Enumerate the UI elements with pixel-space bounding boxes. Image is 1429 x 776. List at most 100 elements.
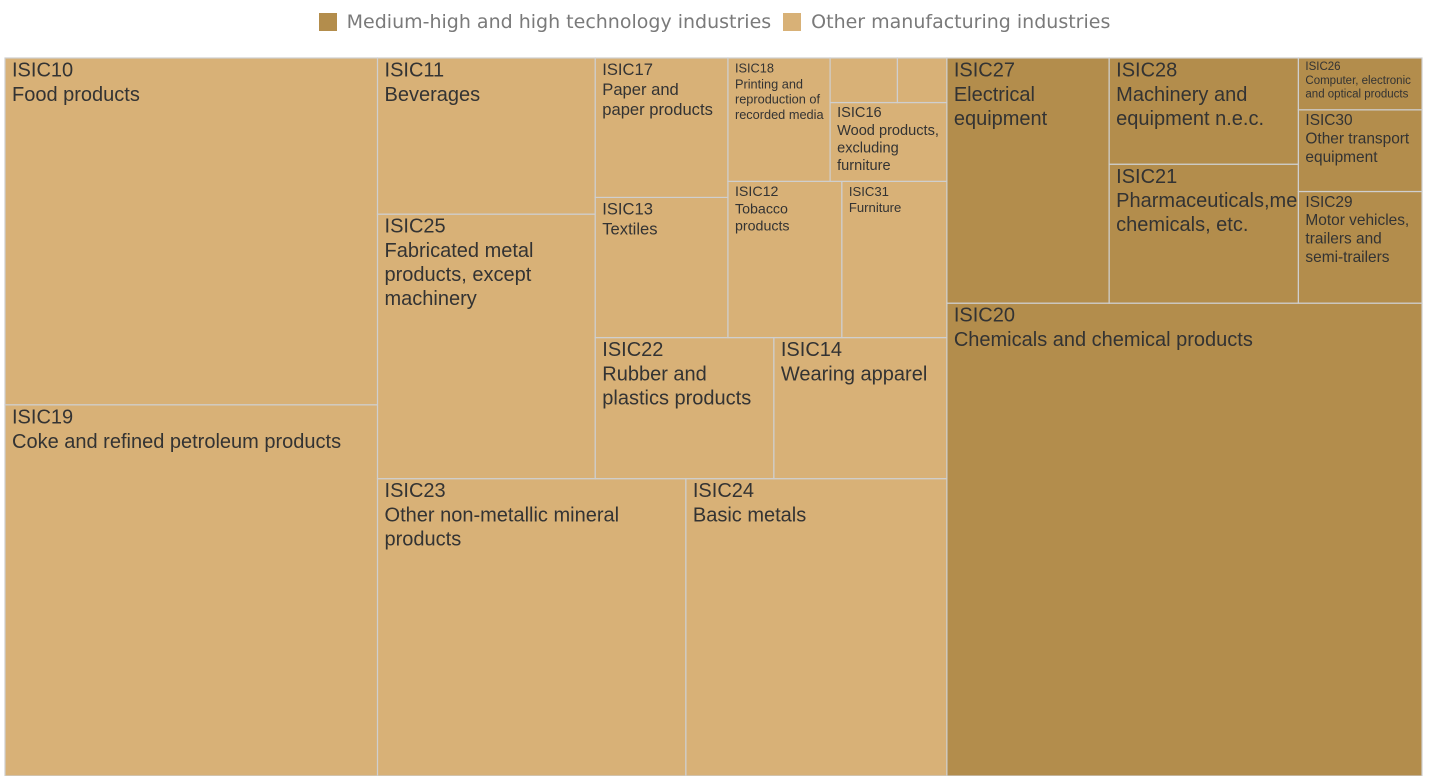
tile-code: ISIC13 bbox=[602, 199, 653, 218]
legend-swatch bbox=[783, 13, 802, 31]
tile bbox=[376, 57, 596, 215]
tile bbox=[376, 213, 596, 480]
tile-name: Pharmaceuticals,medicinal chemicals, etc… bbox=[1116, 190, 1359, 236]
tile-code: ISIC20 bbox=[954, 305, 1015, 327]
tile-code: ISIC19 bbox=[12, 406, 73, 428]
tile bbox=[946, 302, 1423, 776]
tile-name-line: Other transport bbox=[1305, 131, 1413, 148]
tile-name-line: and optical products bbox=[1305, 89, 1408, 101]
tile-name-line: products bbox=[735, 218, 790, 234]
tile-name-line: paper products bbox=[602, 100, 713, 119]
tile-name-line: semi-trailers bbox=[1305, 250, 1389, 267]
tile-name: Printing and reproduction of recorded me… bbox=[735, 76, 824, 122]
tile-name: Rubber and plastics products bbox=[602, 363, 751, 409]
tile bbox=[1297, 190, 1423, 304]
tile-name: Other transport equipment bbox=[1305, 131, 1413, 167]
tile bbox=[594, 196, 729, 339]
tile-code: ISIC26 bbox=[1305, 61, 1340, 73]
tile-name-line: Rubber and bbox=[602, 363, 712, 385]
tile bbox=[896, 57, 948, 104]
tile-name-line: Food products bbox=[12, 84, 140, 106]
legend-label: Medium-high and high technology industri… bbox=[346, 11, 772, 33]
tile-name: Chemicals and chemical products bbox=[954, 329, 1253, 351]
tile-name-line: products, except bbox=[385, 264, 537, 286]
tile-name-line: chemicals, etc. bbox=[1116, 214, 1248, 236]
tile-name-line: furniture bbox=[837, 158, 890, 174]
tile-name-line: equipment bbox=[1305, 149, 1378, 166]
tile-name-line: Beverages bbox=[385, 84, 481, 106]
tile-name-line: Electrical bbox=[954, 84, 1041, 106]
tile bbox=[4, 404, 379, 776]
tile-name-line: Pharmaceuticals,medicinal bbox=[1116, 190, 1359, 212]
tile-name-line: Paper and bbox=[602, 80, 683, 99]
tile-name: Paper and paper products bbox=[602, 80, 713, 119]
tile-code: ISIC31 bbox=[849, 184, 889, 199]
tile-name-line: equipment bbox=[954, 108, 1048, 130]
tile bbox=[594, 336, 775, 480]
tile-code: ISIC22 bbox=[602, 339, 663, 361]
tile-name-line: Basic metals bbox=[693, 504, 806, 526]
tile bbox=[841, 180, 948, 339]
tile-code: ISIC24 bbox=[693, 480, 754, 502]
tile-name-line: Tobacco bbox=[735, 201, 792, 217]
tile bbox=[829, 57, 899, 104]
tile bbox=[946, 57, 1110, 304]
tile bbox=[4, 57, 379, 406]
tile bbox=[1108, 57, 1300, 165]
tile-name-line: machinery bbox=[385, 288, 477, 310]
tile-code: ISIC29 bbox=[1305, 194, 1352, 211]
tile-name-line: recorded media bbox=[735, 107, 824, 122]
tile bbox=[685, 478, 948, 776]
tile-code: ISIC28 bbox=[1116, 60, 1177, 82]
tile-name: Food products bbox=[12, 84, 140, 106]
tile-label: ISIC16 Wood products, excluding furniture bbox=[837, 105, 943, 174]
tile-name: Wearing apparel bbox=[781, 363, 927, 385]
tile-name-line: Furniture bbox=[849, 200, 901, 215]
tile-code: ISIC14 bbox=[781, 339, 842, 361]
tile bbox=[376, 478, 687, 776]
tile-name-line: Wood products, bbox=[837, 123, 943, 139]
tile-name-line: equipment n.e.c. bbox=[1116, 108, 1264, 130]
legend-swatch bbox=[318, 13, 337, 31]
tile-code: ISIC16 bbox=[837, 105, 882, 121]
tile-name: Electrical equipment bbox=[954, 84, 1048, 130]
tile-name: Wood products, excluding furniture bbox=[837, 123, 943, 174]
tile bbox=[1297, 57, 1423, 111]
tile-name-line: Coke and refined petroleum products bbox=[12, 430, 341, 452]
tile-code: ISIC17 bbox=[602, 60, 653, 79]
tile-name-line: Textiles bbox=[602, 219, 657, 238]
tile-name-line: Chemicals and chemical products bbox=[954, 329, 1253, 351]
tile-code: ISIC30 bbox=[1305, 112, 1352, 129]
tile-label: ISIC30 Other transport equipment bbox=[1305, 112, 1413, 166]
tile bbox=[1297, 109, 1423, 193]
tile-name: Textiles bbox=[602, 219, 657, 238]
tile-name-line: Printing and bbox=[735, 76, 807, 91]
tile bbox=[773, 336, 948, 480]
tile-name: Motor vehicles, trailers and semi-traile… bbox=[1305, 212, 1413, 266]
tile-name-line: products bbox=[385, 528, 462, 550]
legend-item: Medium-high and high technology industri… bbox=[318, 11, 772, 33]
tile-name: Tobacco products bbox=[735, 201, 792, 234]
tile-name: Machinery and equipment n.e.c. bbox=[1116, 84, 1264, 130]
tile-name: Coke and refined petroleum products bbox=[12, 430, 341, 452]
tile-name-line: Other non-metallic mineral bbox=[385, 504, 625, 526]
tile-name-line: reproduction of bbox=[735, 91, 824, 106]
tile bbox=[829, 101, 948, 182]
tile-name-line: Fabricated metal bbox=[385, 240, 540, 262]
